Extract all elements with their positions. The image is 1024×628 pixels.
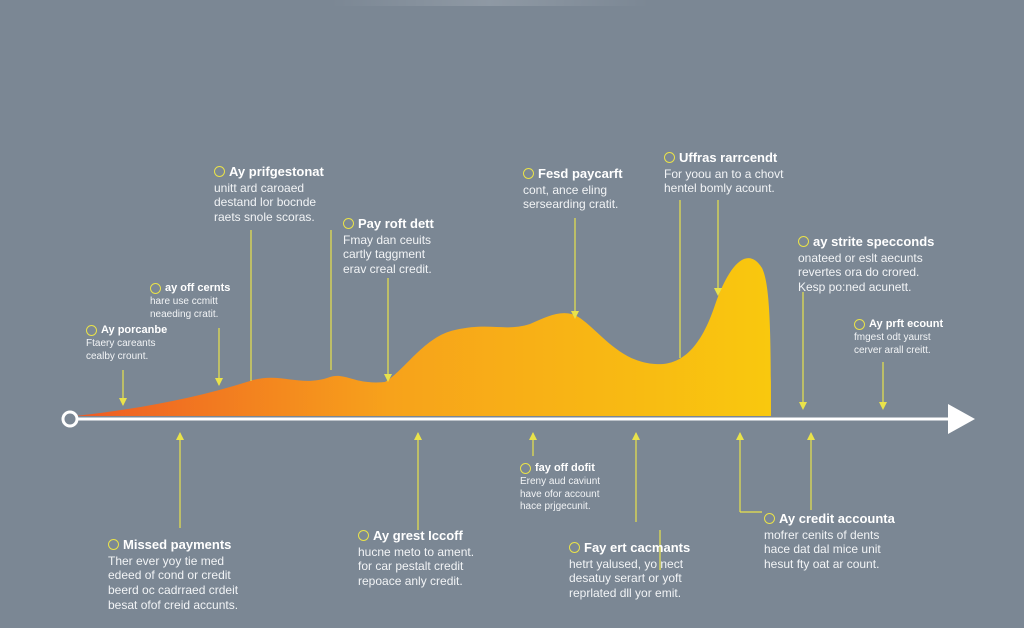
callout-body: Ther ever yoy tie med edeed of cond or c… [108,553,239,612]
callout-title: Fesd paycarft [538,166,623,181]
callout-a7: ay strite specconds onateed or eslt aecu… [798,234,934,295]
callout-b4: Fay ert cacmants hetrt yalused, yo nect … [569,540,690,601]
arrow-tip-a8 [879,402,887,410]
callout-body: Ereny aud caviunt have ofor account hace… [520,476,601,512]
callout-a6: Uffras rarrcendt For yoou an to a chovt … [664,150,783,196]
arrow-tip-b5-left [736,432,744,440]
circle-marker-icon [523,168,534,180]
callout-body: Ftaery careants cealby crount. [86,338,156,362]
circle-marker-icon [150,283,161,295]
callout-body: cont, ance eling sersearding cratit. [523,182,619,212]
arrowhead-icon [948,404,975,434]
callout-body: hucne meto to ament. for car pestalt cre… [358,544,475,589]
arrow-tip-a5 [571,311,579,319]
callout-a5: Fesd paycarft cont, ance eling serseardi… [523,166,623,212]
arrow-tip-a7 [799,402,807,410]
arrow-tip-a1 [119,398,127,406]
callout-title: Ay grest Iccoff [373,528,463,543]
callout-body: fmgest odt yaurst cerver arall creitt. [854,332,931,356]
circle-marker-icon [520,463,531,475]
circle-marker-icon [343,218,354,230]
circle-marker-icon [214,166,225,178]
callout-body: hare use ccmitt neaeding cratit. [150,296,219,320]
callout-b2: Ay grest Iccoff hucne meto to ament. for… [358,528,474,589]
callout-body: onateed or eslt aecunts revertes ora do … [798,250,923,295]
callout-body: unitt ard caroaed destand lor bocnde rae… [214,180,317,225]
arrow-tip-b3 [529,432,537,440]
circle-marker-icon [764,513,775,525]
callout-b1: Missed payments Ther ever yoy tie med ed… [108,537,238,612]
callout-body: mofrer cenits of dents hace dat dal mice… [764,527,881,572]
callout-title: Ay credit accounta [779,511,895,526]
callout-b3: fay off dofit Ereny aud caviunt have ofo… [520,462,600,513]
arrow-tip-b2 [414,432,422,440]
arrow-tip-b5-right [807,432,815,440]
score-area-curve [75,258,771,416]
circle-marker-icon [86,325,97,337]
leader-lines [122,200,884,570]
callout-a1: Ay porcanbe Ftaery careants cealby croun… [86,324,167,363]
arrow-tip-a2 [215,378,223,386]
callout-title: ay strite specconds [813,234,935,249]
callout-a4: Pay roft dett Fmay dan ceuits cartly tag… [343,216,434,277]
top-edge-fade [330,0,650,6]
callout-title: Fay ert cacmants [584,540,691,555]
callout-a8: Ay prft ecount fmgest odt yaurst cerver … [854,318,943,357]
circle-marker-icon [664,152,675,164]
circle-marker-icon [358,530,369,542]
circle-marker-icon [569,542,580,554]
callout-body: Fmay dan ceuits cartly taggment erav cre… [343,232,432,277]
circle-marker-icon [854,319,865,331]
arrow-tip-b1 [176,432,184,440]
callout-title: ay off cernts [165,282,231,294]
callout-title: Pay roft dett [358,216,434,231]
leader-arrow-tips [119,288,887,440]
circle-marker-icon [108,539,119,551]
circle-marker-icon [798,236,809,248]
callout-title: Missed payments [123,537,232,552]
ring-start-icon [61,410,79,428]
callout-title: Ay porcanbe [101,324,168,336]
callout-body: For yoou an to a chovt hentel bomly acou… [664,166,784,196]
callout-a3: Ay prifgestonat unitt ard caroaed destan… [214,164,324,225]
arrow-tip-b3-right [632,432,640,440]
callout-a2: ay off cernts hare use ccmitt neaeding c… [150,282,230,321]
callout-title: Ay prifgestonat [229,164,324,179]
callout-body: hetrt yalused, yo nect desatuy serart or… [569,556,684,601]
callout-title: fay off dofit [535,462,595,474]
arrow-tip-a6 [714,288,722,296]
callout-b5: Ay credit accounta mofrer cenits of dent… [764,511,895,572]
callout-title: Uffras rarrcendt [679,150,778,165]
callout-title: Ay prft ecount [869,318,944,330]
arrow-tip-a4 [384,374,392,382]
